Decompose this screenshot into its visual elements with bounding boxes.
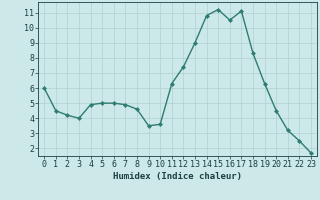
X-axis label: Humidex (Indice chaleur): Humidex (Indice chaleur) (113, 172, 242, 181)
